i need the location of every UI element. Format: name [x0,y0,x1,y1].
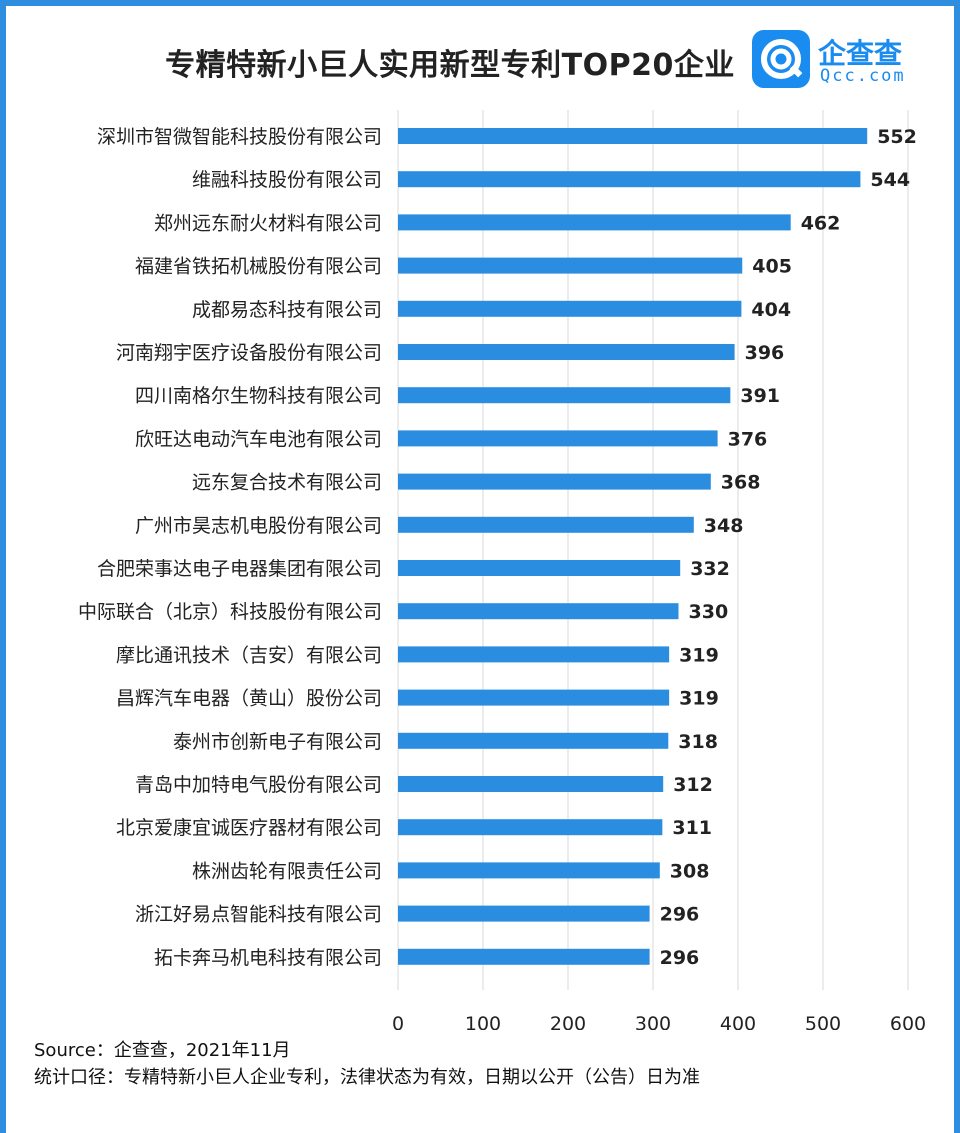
bar [398,862,660,879]
category-label: 欣旺达电动汽车电池有限公司 [135,428,382,450]
category-label: 广州市昊志机电股份有限公司 [135,515,382,537]
category-label: 河南翔宇医疗设备股份有限公司 [116,342,382,364]
bar [398,516,694,533]
bar [398,300,742,317]
data-label: 332 [690,558,730,580]
data-label: 311 [672,817,712,839]
logo-domain: Qcc.com [820,66,906,86]
category-label: 浙江好易点智能科技有限公司 [135,904,382,926]
bar [398,948,650,965]
x-tick-label: 600 [890,1013,926,1030]
category-label: 青岛中加特电气股份有限公司 [135,774,382,796]
qcc-logo-icon [752,30,810,88]
bar-chart: 深圳市智微智能科技股份有限公司 552 维融科技股份有限公司 544 郑州远东耐火材料有… [78,110,926,1030]
data-label: 396 [745,342,785,364]
data-label: 296 [660,904,700,926]
x-tick-label: 200 [550,1013,586,1030]
category-label: 昌辉汽车电器（黄山）股份公司 [116,688,382,710]
data-label: 348 [704,515,744,537]
bar [398,732,669,749]
category-label: 郑州远东耐火材料有限公司 [154,212,382,234]
bar [398,128,868,144]
category-label: 中际联合（北京）科技股份有限公司 [78,601,382,623]
category-label: 北京爱康宜诚医疗器材有限公司 [116,817,382,839]
chart-title: 专精特新小巨人实用新型专利TOP20企业 [165,48,735,83]
x-tick-label: 300 [635,1013,671,1030]
bar [398,819,663,836]
category-label: 株洲齿轮有限责任公司 [192,860,382,882]
bar [398,344,735,360]
category-label: 福建省铁拓机械股份有限公司 [135,256,382,278]
method-note: 统计口径：专精特新小巨人企业专利，法律状态为有效，日期以公开（公告）日为准 [34,1067,700,1088]
data-label: 319 [679,688,719,710]
data-label: 308 [670,860,710,882]
bar [398,689,670,706]
data-label: 318 [678,731,718,753]
category-label: 维融科技股份有限公司 [192,169,382,191]
category-label: 远东复合技术有限公司 [192,472,382,494]
data-label: 544 [870,169,910,191]
qcc-logo: 企查查 Qcc.com [752,30,942,90]
source-note: Source：企查查，2021年11月 [34,1040,291,1061]
x-tick-label: 400 [720,1013,756,1030]
bar [398,257,743,274]
data-label: 404 [751,299,791,321]
data-label: 368 [721,472,761,494]
data-label: 296 [660,947,700,969]
bar [398,473,711,490]
data-label: 330 [689,601,729,623]
category-label: 深圳市智微智能科技股份有限公司 [97,126,382,148]
data-label: 391 [740,385,780,407]
logo-name: 企查查 [818,37,903,70]
bar [398,387,731,404]
bar [398,646,670,663]
data-label: 552 [877,126,917,148]
bar [398,560,681,576]
category-label: 摩比通讯技术（吉安）有限公司 [116,644,382,666]
data-label: 462 [801,212,841,234]
bar [398,603,679,620]
data-label: 376 [728,428,768,450]
data-label: 405 [752,256,792,278]
category-label: 合肥荣事达电子电器集团有限公司 [97,558,382,580]
bar [398,905,650,922]
x-tick-label: 100 [465,1013,501,1030]
x-tick-label: 500 [805,1013,841,1030]
bar [398,776,664,792]
category-label: 泰州市创新电子有限公司 [173,731,382,753]
x-tick-label: 0 [392,1013,404,1030]
bar [398,214,791,231]
bar [398,430,718,447]
data-label: 312 [673,774,713,796]
data-label: 319 [679,644,719,666]
category-label: 拓卡奔马机电科技有限公司 [154,947,382,969]
bar [398,171,861,188]
category-label: 成都易态科技有限公司 [192,299,382,321]
category-label: 四川南格尔生物科技有限公司 [135,385,382,407]
